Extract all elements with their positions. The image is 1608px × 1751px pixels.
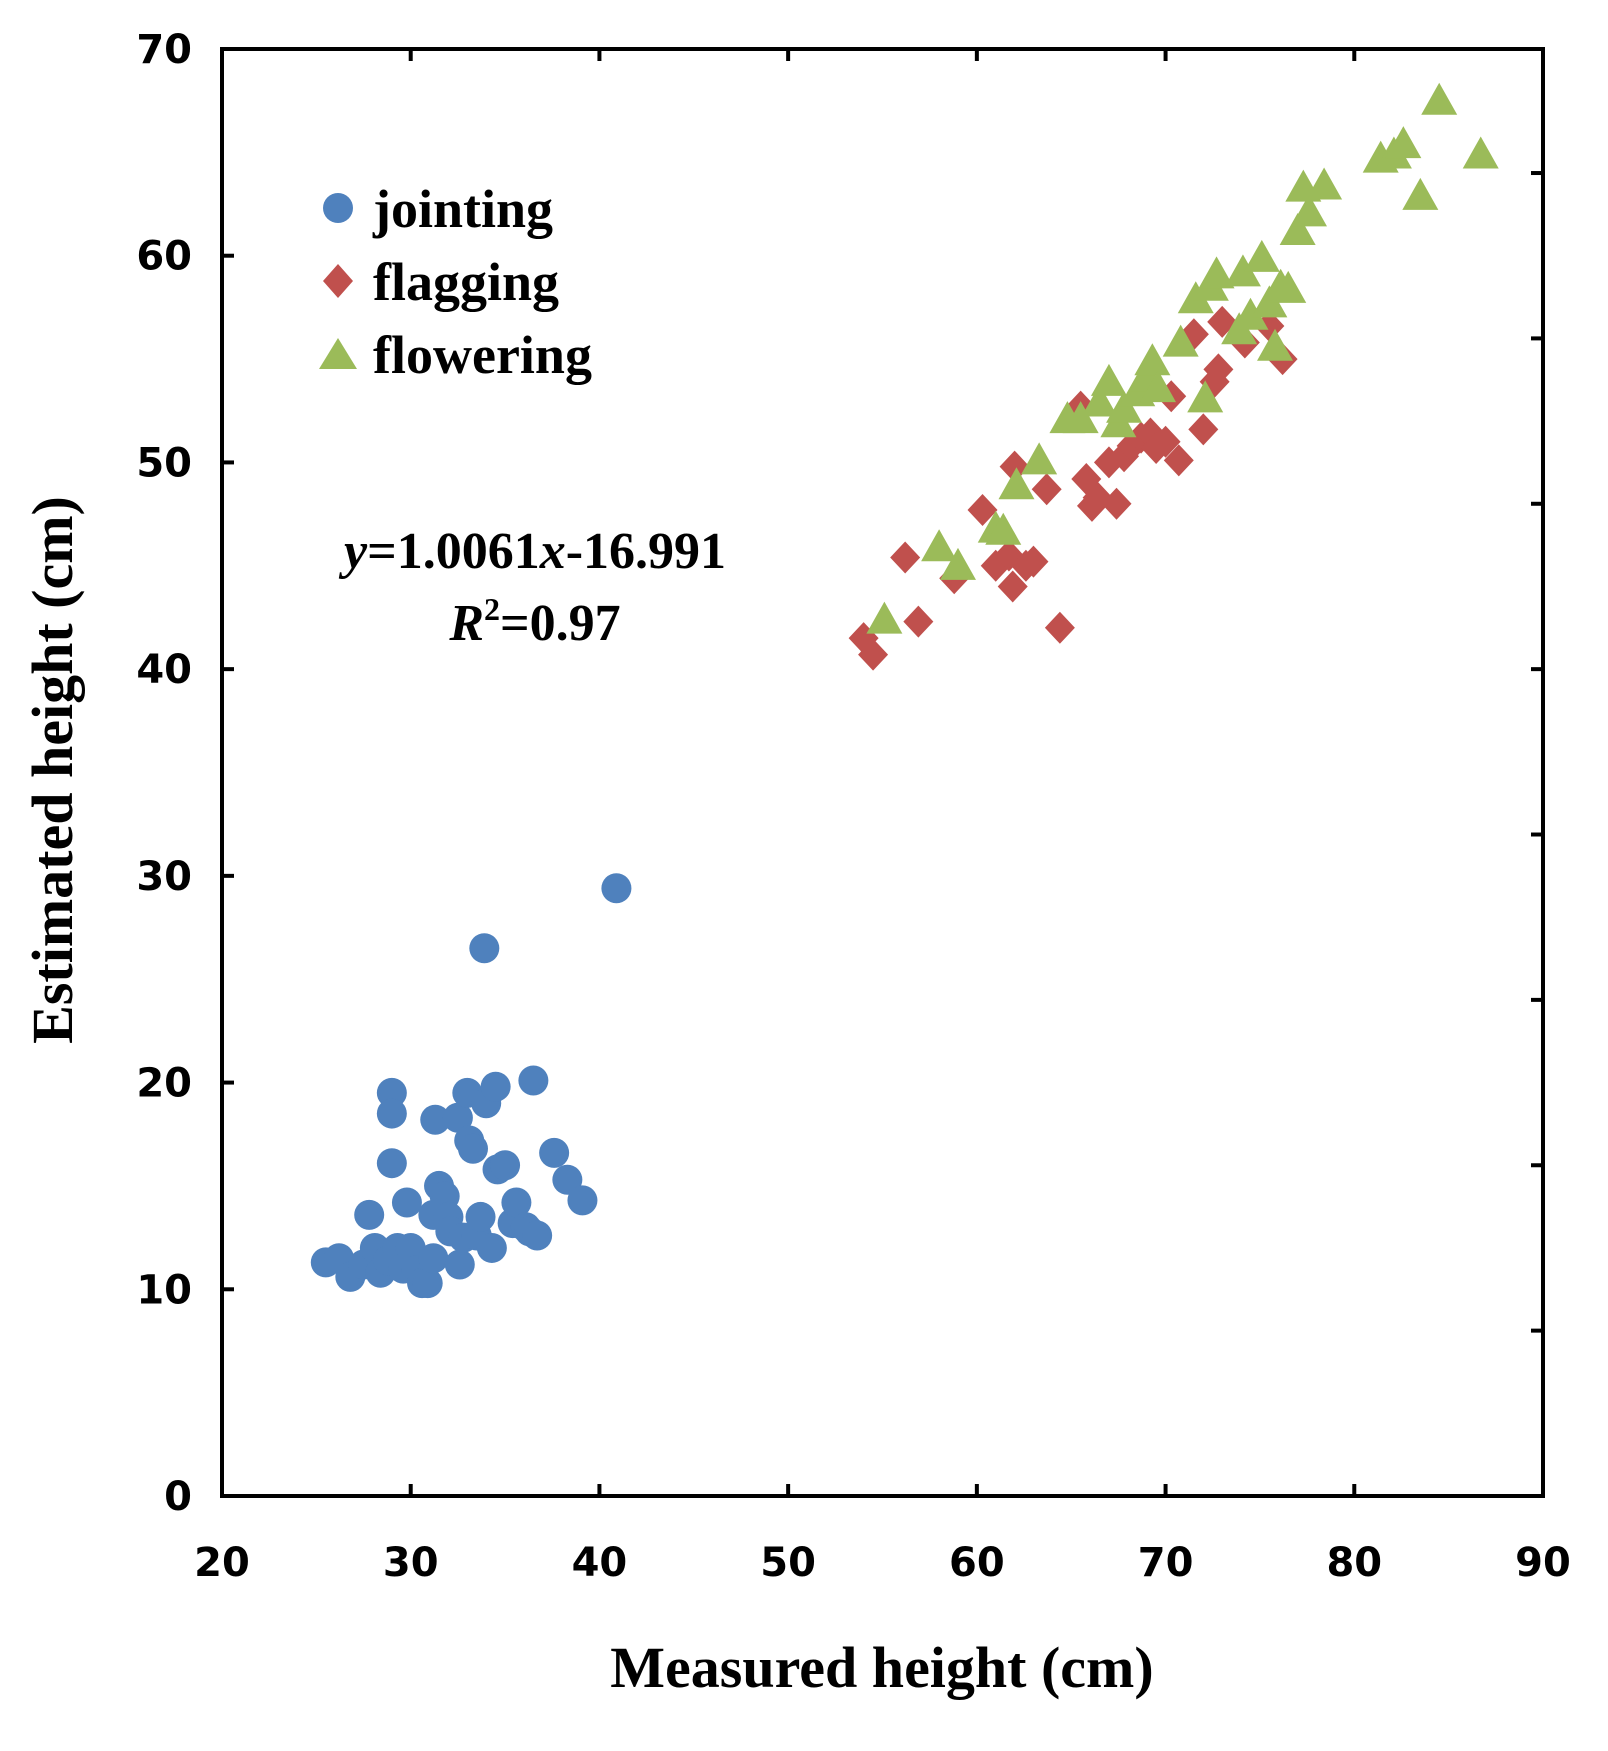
point-jointing xyxy=(418,1243,449,1274)
y-tick-label: 0 xyxy=(164,1474,192,1520)
point-flowering xyxy=(1257,328,1294,361)
x-axis-title: Measured height (cm) xyxy=(610,1635,1153,1700)
point-flowering xyxy=(939,547,976,580)
point-flowering xyxy=(1198,256,1235,289)
point-flowering xyxy=(1290,194,1327,227)
y-tick-label: 10 xyxy=(136,1267,192,1313)
point-flowering xyxy=(1162,324,1199,357)
point-jointing xyxy=(567,1185,598,1216)
x-tick-label: 20 xyxy=(194,1540,250,1586)
y-tick-label: 70 xyxy=(136,27,192,73)
legend-marker-jointing xyxy=(323,193,353,223)
point-jointing xyxy=(539,1137,570,1168)
point-flagging xyxy=(1044,611,1075,644)
point-flowering xyxy=(1402,177,1439,210)
point-flowering xyxy=(1279,212,1316,245)
point-jointing xyxy=(469,933,500,964)
point-flowering xyxy=(985,512,1022,545)
legend-marker-flowering xyxy=(319,338,357,369)
point-flagging xyxy=(1018,545,1049,578)
point-jointing xyxy=(501,1187,532,1218)
point-jointing xyxy=(490,1150,521,1181)
point-flagging xyxy=(1203,353,1234,386)
point-flowering xyxy=(1270,270,1307,303)
point-jointing xyxy=(457,1133,488,1164)
point-flowering xyxy=(1021,442,1058,475)
point-jointing xyxy=(444,1249,475,1280)
point-flowering xyxy=(998,467,1035,500)
point-flowering xyxy=(1090,363,1127,396)
legend-label-flagging: flagging xyxy=(373,252,559,312)
point-flagging xyxy=(999,450,1030,483)
y-axis-title: Estimated height (cm) xyxy=(20,496,85,1044)
point-flagging xyxy=(997,570,1028,603)
point-flagging xyxy=(967,493,998,526)
point-jointing xyxy=(420,1104,451,1135)
legend: jointing flagging flowering xyxy=(319,179,592,385)
x-tick-label: 40 xyxy=(572,1540,628,1586)
point-jointing xyxy=(480,1071,511,1102)
x-tick-label: 90 xyxy=(1515,1540,1571,1586)
point-flagging xyxy=(1163,444,1194,477)
point-jointing xyxy=(354,1199,385,1230)
point-flagging xyxy=(903,605,934,638)
point-jointing xyxy=(522,1220,553,1251)
legend-marker-flagging xyxy=(323,264,353,298)
x-tick-label: 80 xyxy=(1326,1540,1382,1586)
point-flowering xyxy=(1140,370,1177,403)
point-flowering xyxy=(921,529,958,562)
point-jointing xyxy=(391,1187,422,1218)
point-jointing xyxy=(376,1077,407,1108)
point-flagging xyxy=(1188,413,1219,446)
axis-ticks xyxy=(220,47,1545,1498)
x-tick-label: 60 xyxy=(949,1540,1005,1586)
point-jointing xyxy=(476,1232,507,1263)
legend-label-jointing: jointing xyxy=(372,179,553,239)
point-flagging xyxy=(858,638,889,671)
point-flagging xyxy=(890,541,921,574)
point-flowering xyxy=(1421,82,1458,115)
y-tick-label: 20 xyxy=(136,1061,192,1107)
point-flowering xyxy=(1081,384,1118,417)
point-flowering xyxy=(1224,254,1261,287)
point-flowering xyxy=(1232,297,1269,330)
point-jointing xyxy=(376,1098,407,1129)
y-tick-label: 60 xyxy=(136,234,192,280)
point-flowering xyxy=(1306,167,1343,200)
point-jointing xyxy=(442,1102,473,1133)
x-tick-label: 30 xyxy=(383,1540,439,1586)
point-flowering xyxy=(1385,126,1422,159)
point-flowering xyxy=(1243,239,1280,272)
point-flowering xyxy=(1251,285,1288,318)
point-flagging xyxy=(1150,425,1181,458)
regression-equation: y=1.0061x-16.991 xyxy=(338,523,726,580)
plot-frame xyxy=(220,47,1545,1498)
point-jointing xyxy=(601,873,632,904)
point-jointing xyxy=(518,1065,549,1096)
point-flowering xyxy=(1187,380,1224,413)
x-axis-tick-labels: 20 30 40 50 60 70 80 90 xyxy=(194,1540,1571,1586)
data-points xyxy=(310,82,1499,1299)
point-flowering xyxy=(1106,390,1143,423)
point-jointing xyxy=(412,1268,443,1299)
point-flagging xyxy=(1031,473,1062,506)
y-tick-label: 50 xyxy=(136,440,192,486)
point-flowering xyxy=(866,601,903,634)
x-tick-label: 70 xyxy=(1138,1540,1194,1586)
x-tick-label: 50 xyxy=(760,1540,816,1586)
point-jointing xyxy=(552,1164,583,1195)
point-jointing xyxy=(376,1148,407,1179)
legend-label-flowering: flowering xyxy=(373,325,592,385)
y-tick-label: 30 xyxy=(136,854,192,900)
r-squared: R2=0.97 xyxy=(448,591,620,652)
point-flowering xyxy=(1134,343,1171,376)
y-tick-label: 40 xyxy=(136,647,192,693)
y-axis-tick-labels: 0 10 20 30 40 50 60 70 xyxy=(136,27,192,1520)
point-jointing xyxy=(465,1201,496,1232)
point-flagging xyxy=(1101,487,1132,520)
point-flowering xyxy=(1462,136,1499,169)
point-jointing xyxy=(395,1232,426,1263)
point-flowering xyxy=(1062,401,1099,434)
